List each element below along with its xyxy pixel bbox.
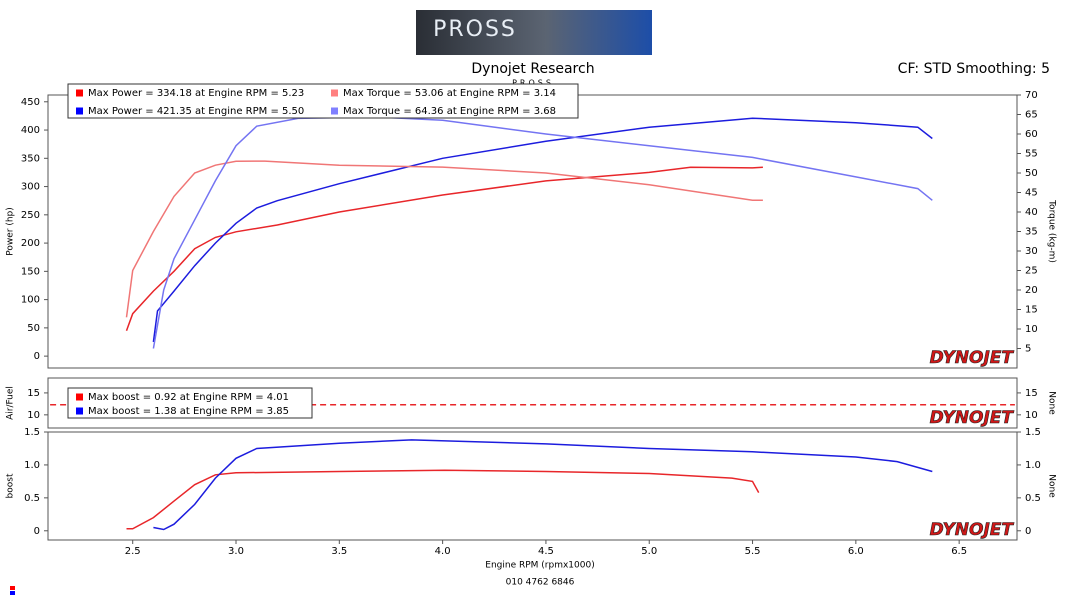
y-tick-label: 50 — [27, 323, 40, 334]
y2-axis-label: None — [1047, 474, 1057, 498]
y2-tick-label: 20 — [1025, 285, 1038, 296]
legend-swatch — [76, 407, 83, 415]
y2-axis-label: Torque (kg-m) — [1047, 199, 1057, 263]
legend-swatch — [76, 107, 83, 115]
y2-tick-label: 1.5 — [1025, 427, 1041, 438]
title: Dynojet Research — [471, 61, 594, 77]
y-tick-label: 0 — [34, 351, 40, 362]
legend-label: Max Torque = 64.36 at Engine RPM = 3.68 — [343, 106, 556, 117]
legend-swatch — [76, 393, 83, 401]
watermark: DYNOJET — [930, 520, 1015, 540]
series-line — [153, 439, 933, 531]
series-line — [126, 469, 760, 530]
y-tick-label: 1.5 — [24, 427, 40, 438]
legend-box — [67, 83, 579, 119]
y-axis-label: Air/Fuel — [6, 386, 16, 420]
x-tick-label: 3.0 — [228, 546, 244, 557]
settings: CF: STD Smoothing: 5 — [898, 61, 1050, 77]
series-line — [125, 166, 763, 331]
x-axis-label: Engine RPM (rpmx1000) — [485, 561, 594, 571]
legend-label: Max Power = 421.35 at Engine RPM = 5.50 — [88, 106, 304, 117]
y2-tick-label: 1.0 — [1025, 460, 1041, 471]
legend-label: Max boost = 0.92 at Engine RPM = 4.01 — [88, 392, 289, 403]
y-tick-label: 0 — [34, 526, 40, 537]
legend-box — [67, 387, 313, 419]
y-tick-label: 250 — [21, 210, 40, 221]
y2-tick-label: 0.5 — [1025, 493, 1041, 504]
y-axis-label: Power (hp) — [6, 207, 16, 256]
series-line — [152, 117, 933, 343]
x-tick-label: 6.0 — [848, 546, 864, 557]
y-tick-label: 100 — [21, 295, 40, 306]
y2-tick-label: 50 — [1025, 168, 1038, 179]
y2-tick-label: 55 — [1025, 149, 1038, 160]
x-tick-label: 6.5 — [951, 546, 967, 557]
y-tick-label: 10 — [27, 410, 40, 421]
legend-swatch — [331, 107, 338, 115]
series-line — [125, 160, 763, 318]
legend-label: Max Torque = 53.06 at Engine RPM = 3.14 — [343, 88, 556, 99]
marker — [10, 586, 15, 590]
x-tick-label: 3.5 — [331, 546, 347, 557]
y-tick-label: 350 — [21, 153, 40, 164]
y2-tick-label: 5 — [1025, 344, 1031, 355]
x-tick-label: 4.0 — [435, 546, 451, 557]
y2-tick-label: 0 — [1025, 526, 1031, 537]
x-tick-label: 5.5 — [745, 546, 761, 557]
y2-tick-label: 70 — [1025, 90, 1038, 101]
y-tick-label: 150 — [21, 266, 40, 277]
y-tick-label: 15 — [27, 388, 40, 399]
y2-tick-label: 15 — [1025, 388, 1038, 399]
y2-tick-label: 10 — [1025, 410, 1038, 421]
x-tick-label: 4.5 — [538, 546, 554, 557]
y2-tick-label: 60 — [1025, 129, 1038, 140]
y2-tick-label: 30 — [1025, 246, 1038, 257]
y2-tick-label: 65 — [1025, 110, 1038, 121]
plot-frame — [47, 94, 1018, 369]
watermark: DYNOJET — [930, 348, 1015, 368]
watermark: DYNOJET — [930, 408, 1015, 428]
marker — [10, 591, 15, 595]
logo-text: PROSS — [433, 17, 517, 42]
legend-swatch — [331, 89, 338, 97]
y2-tick-label: 15 — [1025, 305, 1038, 316]
phone: 010 4762 6846 — [506, 578, 575, 588]
y2-tick-label: 10 — [1025, 324, 1038, 335]
legend-label: Max boost = 1.38 at Engine RPM = 3.85 — [88, 406, 289, 417]
y-tick-label: 450 — [21, 97, 40, 108]
y-tick-label: 300 — [21, 182, 40, 193]
legend-swatch — [76, 89, 83, 97]
y-tick-label: 0.5 — [24, 493, 40, 504]
y-axis-label: boost — [6, 473, 16, 498]
y-tick-label: 1.0 — [24, 460, 40, 471]
x-tick-label: 5.0 — [641, 546, 657, 557]
subtitle: PROSS — [512, 79, 554, 88]
y2-tick-label: 25 — [1025, 266, 1038, 277]
y2-tick-label: 35 — [1025, 227, 1038, 238]
logo — [416, 10, 652, 55]
y-tick-label: 400 — [21, 125, 40, 136]
y2-axis-label: None — [1047, 391, 1057, 415]
legend-label: Max Power = 334.18 at Engine RPM = 5.23 — [88, 88, 304, 99]
x-tick-label: 2.5 — [125, 546, 141, 557]
y2-tick-label: 45 — [1025, 188, 1038, 199]
y2-tick-label: 40 — [1025, 207, 1038, 218]
y-tick-label: 200 — [21, 238, 40, 249]
